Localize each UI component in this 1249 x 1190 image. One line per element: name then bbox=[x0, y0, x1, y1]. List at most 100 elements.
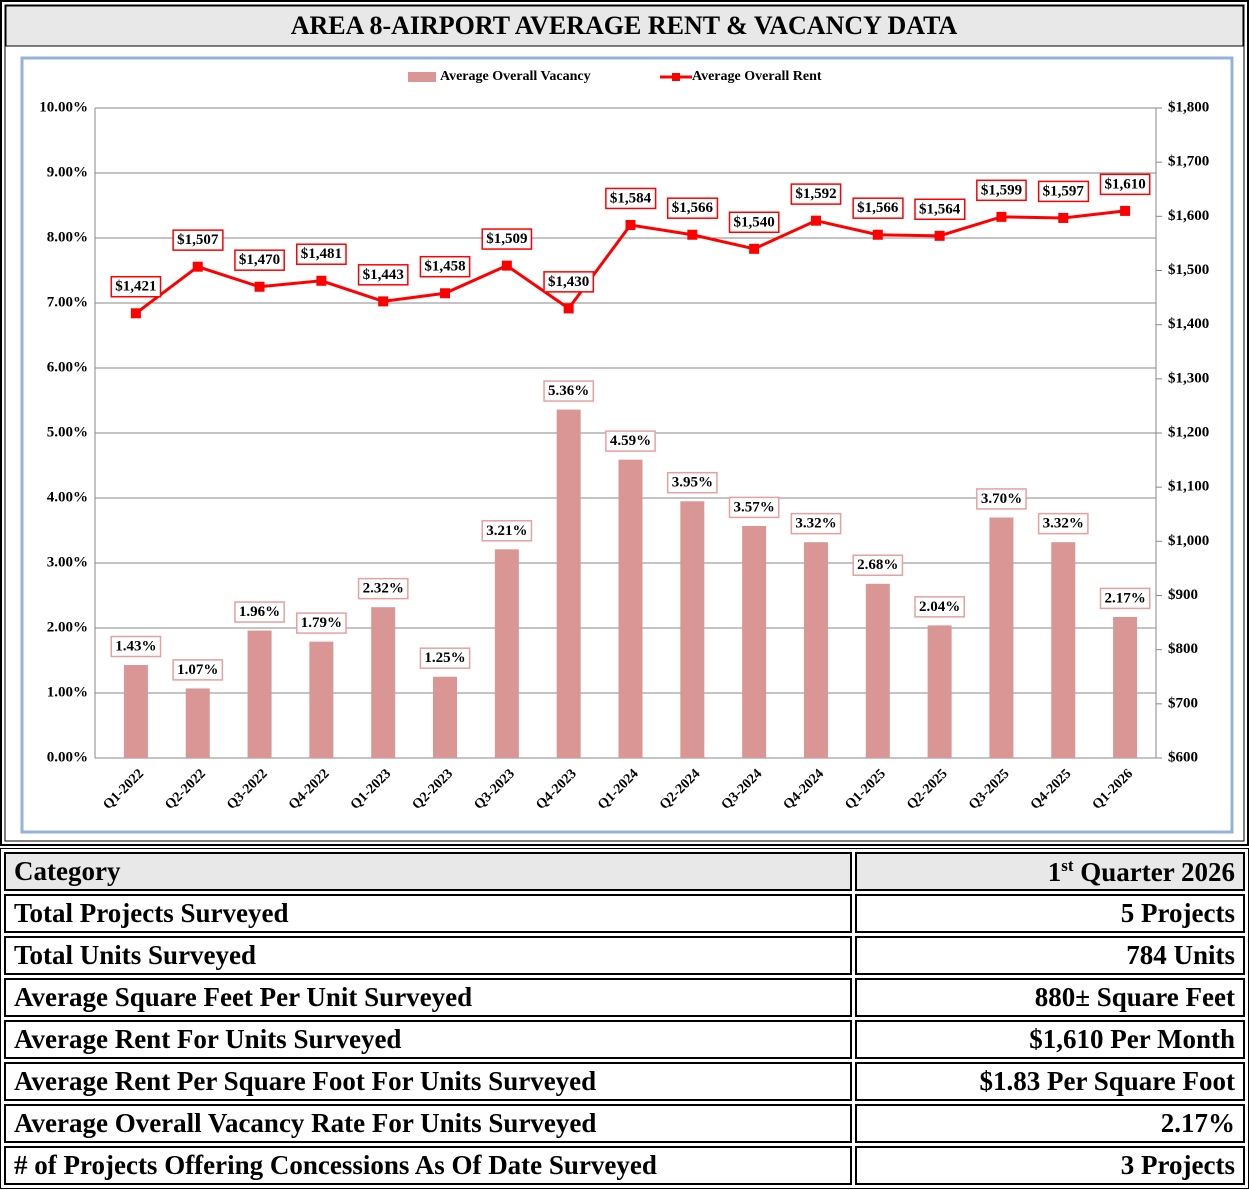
data-label: $1,610 bbox=[1104, 176, 1145, 192]
table-cell: $1.83 Per Square Foot bbox=[855, 1062, 1245, 1101]
data-label: 3.57% bbox=[734, 499, 775, 515]
rent-marker bbox=[254, 281, 265, 292]
cell-text: 3 Projects bbox=[1120, 1150, 1235, 1180]
data-label: 2.04% bbox=[919, 599, 960, 615]
y-tick-label: 9.00% bbox=[47, 164, 88, 180]
rent-marker bbox=[316, 275, 327, 286]
table-cell: 5 Projects bbox=[855, 894, 1245, 933]
label-box bbox=[605, 187, 657, 210]
cell-text: 2.17% bbox=[1160, 1108, 1235, 1138]
rent-marker bbox=[872, 229, 883, 240]
label-box bbox=[419, 647, 471, 669]
label-box bbox=[1099, 587, 1151, 610]
data-label: $1,458 bbox=[424, 259, 465, 275]
y-tick-label: 3.00% bbox=[47, 554, 88, 570]
label-box bbox=[976, 488, 1027, 510]
label-box bbox=[1037, 512, 1089, 535]
bar bbox=[185, 688, 210, 758]
y-tick-label: 8.00% bbox=[47, 229, 88, 245]
bar bbox=[494, 549, 519, 758]
data-label: 4.59% bbox=[610, 433, 651, 449]
data-label: 2.32% bbox=[363, 581, 404, 597]
data-label: 2.68% bbox=[857, 557, 898, 573]
bar bbox=[371, 607, 396, 758]
bar bbox=[803, 542, 828, 758]
chart: AREA 8-AIRPORT AVERAGE RENT & VACANCY DA… bbox=[0, 0, 1249, 846]
table-cell: Total Units Surveyed bbox=[4, 936, 852, 975]
cell-text: Average Rent Per Square Foot For Units S… bbox=[14, 1066, 597, 1096]
cell-text: $1.83 Per Square Foot bbox=[979, 1066, 1236, 1096]
y-tick-label: 10.00% bbox=[39, 99, 88, 115]
label-box bbox=[419, 255, 471, 278]
data-label: $1,443 bbox=[363, 267, 404, 283]
label-box bbox=[976, 179, 1027, 202]
bar bbox=[247, 630, 272, 758]
bar bbox=[1113, 616, 1138, 758]
label-box bbox=[234, 249, 285, 271]
table-row: Total Projects Surveyed 5 Projects bbox=[4, 894, 1245, 933]
label-box bbox=[728, 211, 780, 234]
table-row: # of Projects Offering Concessions As Of… bbox=[4, 1146, 1245, 1185]
data-label: 3.21% bbox=[486, 523, 527, 539]
data-label: $1,421 bbox=[115, 279, 156, 295]
data-label: 1.07% bbox=[177, 662, 218, 678]
label-box bbox=[357, 264, 409, 286]
summary-table: Category 1st Quarter 2026 Total Projects S… bbox=[0, 848, 1249, 1189]
label-box bbox=[110, 275, 162, 298]
label-box bbox=[666, 471, 718, 494]
data-label: 3.95% bbox=[672, 475, 713, 491]
label-box bbox=[666, 197, 719, 219]
y2-tick-label: $900 bbox=[1168, 587, 1198, 603]
y-tick-label: 2.00% bbox=[47, 619, 88, 635]
label-box bbox=[110, 635, 162, 658]
rent-marker bbox=[687, 229, 698, 240]
label-box bbox=[852, 197, 904, 219]
data-label: 3.32% bbox=[795, 516, 836, 532]
table-cell: Total Projects Surveyed bbox=[4, 894, 852, 933]
data-label: $1,584 bbox=[610, 190, 652, 206]
bar bbox=[865, 583, 890, 758]
table-cell: Average Rent For Units Surveyed bbox=[4, 1020, 852, 1059]
inner-border bbox=[4, 4, 1245, 842]
table-cell: 2.17% bbox=[855, 1104, 1245, 1143]
y2-tick-label: $1,800 bbox=[1168, 99, 1209, 115]
table-cell: 880± Square Feet bbox=[855, 978, 1245, 1017]
data-label: $1,599 bbox=[981, 182, 1022, 198]
bar bbox=[680, 501, 705, 758]
table-cell: Average Square Feet Per Unit Surveyed bbox=[4, 978, 852, 1017]
cell-text: $1,610 Per Month bbox=[1029, 1024, 1235, 1054]
data-label: 1.25% bbox=[424, 650, 465, 666]
label-box bbox=[543, 271, 595, 293]
bar bbox=[989, 517, 1014, 758]
table-header: Category 1st Quarter 2026 bbox=[4, 852, 1245, 891]
table-row: Average Rent For Units Surveyed $1,610 Pe… bbox=[4, 1020, 1245, 1059]
title-bar bbox=[5, 5, 1244, 47]
y2-tick-label: $1,400 bbox=[1168, 316, 1209, 332]
label-box bbox=[728, 496, 780, 519]
bar bbox=[556, 409, 581, 758]
data-label: 3.70% bbox=[981, 491, 1022, 507]
data-label: $1,430 bbox=[548, 274, 589, 290]
chart-title: AREA 8-AIRPORT AVERAGE RENT & VACANCY DA… bbox=[291, 11, 958, 40]
label-box bbox=[357, 577, 409, 600]
label-box bbox=[1037, 180, 1090, 203]
cell-text: 1 bbox=[1047, 856, 1062, 887]
y-tick-label: 0.00% bbox=[47, 749, 88, 765]
table-row: Average Square Feet Per Unit Surveyed 880… bbox=[4, 978, 1245, 1017]
label-box bbox=[790, 512, 842, 535]
table-row: Average Rent Per Square Foot For Units S… bbox=[4, 1062, 1245, 1101]
label-box bbox=[481, 228, 533, 250]
data-label: $1,540 bbox=[734, 214, 775, 230]
rent-marker bbox=[996, 211, 1007, 222]
rent-marker bbox=[192, 261, 203, 272]
table-cell: Average Rent Per Square Foot For Units S… bbox=[4, 1062, 852, 1101]
y2-tick-label: $700 bbox=[1168, 695, 1198, 711]
data-label: $1,481 bbox=[301, 246, 342, 262]
table-cell: 3 Projects bbox=[855, 1146, 1245, 1185]
y2-tick-label: $1,200 bbox=[1168, 424, 1209, 440]
bar bbox=[742, 525, 767, 758]
y-tick-label: 5.00% bbox=[47, 424, 88, 440]
cell-text: Quarter 2026 bbox=[1080, 856, 1235, 887]
label-box bbox=[172, 659, 224, 681]
